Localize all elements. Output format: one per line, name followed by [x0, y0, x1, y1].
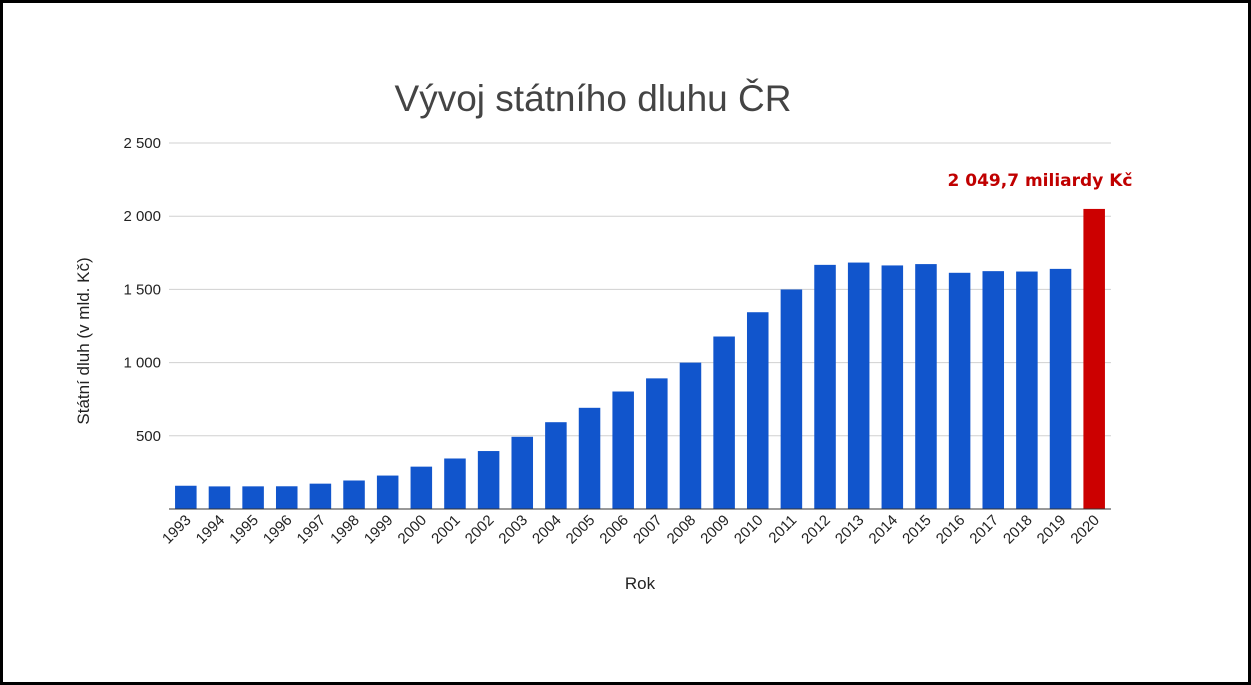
bar-chart: Vývoj státního dluhu ČR 500 1 000 1 500 2 0… [74, 78, 1133, 593]
bar-2000 [410, 466, 433, 509]
bar-1999 [376, 475, 399, 509]
bar-2020 [1083, 208, 1105, 509]
annotation-2020: 2 049,7 miliardy Kč [948, 171, 1133, 191]
bar-2004 [545, 422, 567, 509]
x-tick-label: 2016 [933, 512, 969, 548]
bar-2001 [444, 458, 466, 509]
bar-2003 [511, 436, 534, 509]
x-tick-label: 2017 [966, 512, 1002, 548]
x-tick-label: 2005 [563, 512, 599, 548]
x-tick-label: 2002 [462, 512, 498, 548]
x-tick-label: 2012 [798, 512, 834, 548]
bar-2013 [847, 262, 870, 509]
bar-2017 [982, 271, 1005, 509]
bar-1995 [242, 486, 264, 509]
bar-2015 [915, 264, 937, 509]
bar-2012 [814, 264, 836, 509]
x-tick-label: 2011 [765, 512, 800, 547]
x-tick-label: 2003 [495, 512, 531, 548]
bar-1998 [343, 480, 365, 509]
x-axis-ticks: 1993199419951996199719981999200020012002… [159, 512, 1103, 548]
bar-2006 [612, 391, 634, 509]
x-tick-label: 2000 [395, 512, 431, 548]
x-tick-label: 1997 [294, 512, 330, 548]
bar-2002 [477, 451, 500, 509]
bar-1993 [175, 485, 197, 509]
x-tick-label: 2014 [866, 512, 902, 548]
x-tick-label: 2013 [832, 512, 868, 548]
x-tick-label: 2007 [630, 512, 666, 548]
bar-2019 [1049, 268, 1072, 509]
bar-2005 [578, 407, 601, 509]
x-tick-label: 2015 [899, 512, 935, 548]
y-tick-label: 500 [136, 428, 161, 445]
x-tick-label: 1998 [327, 512, 363, 548]
x-tick-label: 2018 [1000, 512, 1036, 548]
bar-1996 [275, 486, 298, 509]
x-tick-label: 2010 [731, 512, 767, 548]
x-tick-label: 2020 [1067, 512, 1103, 548]
x-tick-label: 2009 [697, 512, 733, 548]
y-tick-label: 2 000 [123, 208, 161, 225]
bar-2008 [679, 362, 702, 509]
y-tick-label: 2 500 [123, 135, 161, 152]
bars [175, 208, 1105, 509]
bar-1994 [208, 486, 231, 509]
x-tick-label: 1996 [260, 512, 296, 548]
y-axis-ticks: 500 1 000 1 500 2 000 2 500 [123, 135, 161, 445]
x-tick-label: 1993 [159, 512, 195, 548]
bar-2010 [746, 312, 769, 509]
chart-title: Vývoj státního dluhu ČR [395, 78, 792, 119]
y-tick-label: 1 000 [123, 355, 161, 372]
x-tick-label: 2004 [529, 512, 565, 548]
bar-1997 [309, 483, 332, 509]
x-axis-label: Rok [625, 574, 656, 593]
y-axis-label: Státní dluh (v mld. Kč) [74, 257, 93, 424]
bar-2009 [713, 336, 735, 509]
x-tick-label: 1999 [361, 512, 397, 548]
x-tick-label: 2001 [428, 512, 464, 548]
bar-2014 [881, 265, 904, 509]
bar-2016 [948, 272, 971, 509]
x-tick-label: 2019 [1034, 512, 1070, 548]
bar-2011 [780, 289, 803, 509]
bar-2018 [1016, 271, 1038, 509]
y-tick-label: 1 500 [123, 281, 161, 298]
bar-2007 [646, 378, 668, 509]
x-tick-label: 2008 [664, 512, 700, 548]
x-tick-label: 1994 [193, 512, 229, 548]
x-tick-label: 2006 [596, 512, 632, 548]
x-tick-label: 1995 [226, 512, 262, 548]
